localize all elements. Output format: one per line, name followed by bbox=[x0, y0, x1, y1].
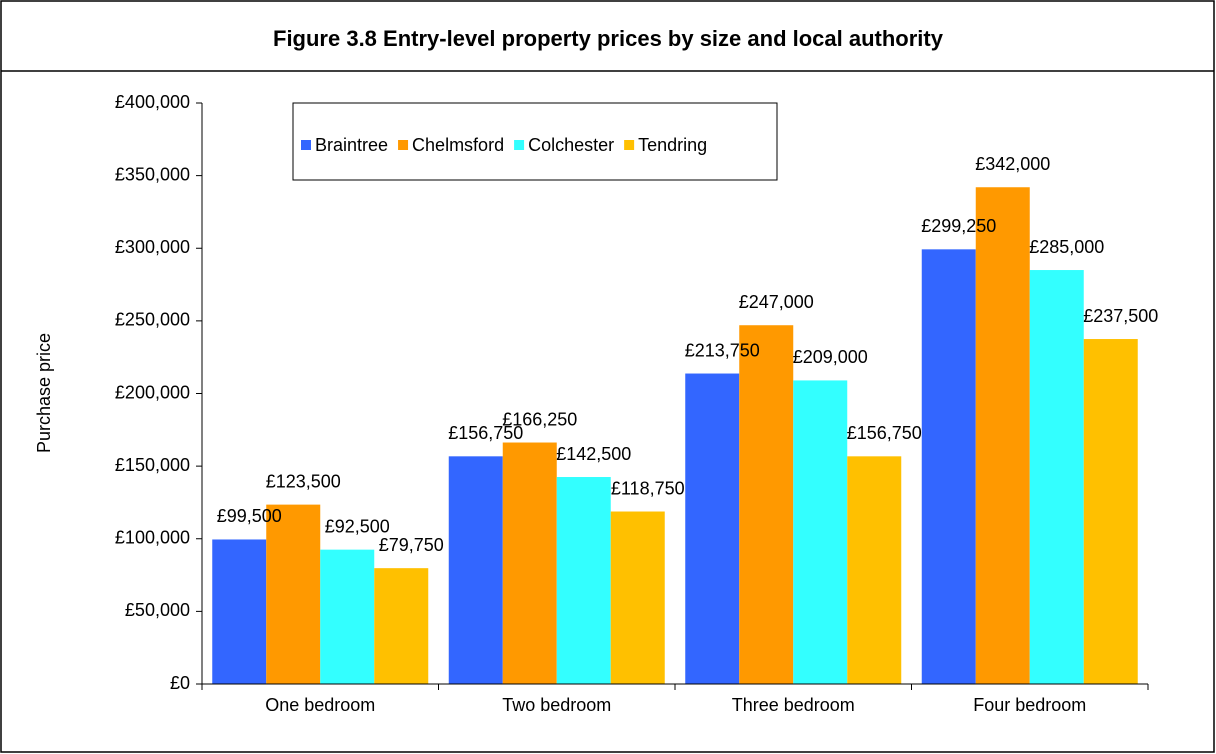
data-label: £166,250 bbox=[502, 409, 577, 429]
bar bbox=[266, 504, 321, 684]
data-label: £118,750 bbox=[611, 478, 685, 498]
y-tick-label: £50,000 bbox=[125, 600, 190, 620]
y-tick-label: £150,000 bbox=[115, 455, 190, 475]
data-label: £209,000 bbox=[793, 347, 868, 367]
x-tick-label: Two bedroom bbox=[502, 695, 611, 715]
x-tick-label: One bedroom bbox=[265, 695, 375, 715]
legend-label: Chelmsford bbox=[412, 135, 504, 155]
legend-swatch bbox=[514, 140, 525, 150]
data-label: £247,000 bbox=[739, 292, 814, 312]
y-tick-label: £400,000 bbox=[115, 92, 190, 112]
bar bbox=[448, 456, 503, 684]
legend-box bbox=[292, 102, 778, 181]
bar bbox=[502, 442, 557, 684]
legend-swatch bbox=[624, 140, 635, 150]
data-label: £156,750 bbox=[448, 423, 523, 443]
data-label: £237,500 bbox=[1083, 306, 1158, 326]
legend-label: Braintree bbox=[315, 135, 388, 155]
bar bbox=[685, 373, 740, 684]
bar bbox=[975, 187, 1030, 684]
y-tick-label: £100,000 bbox=[115, 528, 190, 548]
x-tick-label: Four bedroom bbox=[973, 695, 1086, 715]
data-label: £285,000 bbox=[1029, 237, 1104, 257]
legend-label: Tendring bbox=[638, 135, 707, 155]
bar bbox=[610, 511, 665, 684]
data-label: £92,500 bbox=[325, 516, 390, 536]
chart-title: Figure 3.8 Entry-level property prices b… bbox=[273, 26, 944, 51]
y-axis-label: Purchase price bbox=[34, 333, 54, 453]
bar bbox=[739, 325, 794, 684]
legend-swatch bbox=[301, 140, 311, 150]
data-label: £213,750 bbox=[685, 340, 760, 360]
x-tick-label: Three bedroom bbox=[732, 695, 855, 715]
y-tick-label: £350,000 bbox=[115, 164, 190, 184]
bar bbox=[212, 539, 267, 684]
data-label: £342,000 bbox=[975, 154, 1050, 174]
bar bbox=[374, 568, 429, 684]
bar bbox=[556, 477, 611, 684]
data-label: £99,500 bbox=[217, 506, 282, 526]
bar bbox=[921, 249, 976, 685]
data-label: £142,500 bbox=[556, 444, 631, 464]
data-label: £123,500 bbox=[266, 471, 341, 491]
bar bbox=[793, 380, 848, 684]
data-label: £156,750 bbox=[847, 423, 922, 443]
y-tick-label: £0 bbox=[170, 673, 190, 693]
y-tick-label: £200,000 bbox=[115, 382, 190, 402]
legend-swatch bbox=[398, 140, 409, 150]
bar bbox=[1083, 339, 1138, 684]
bar bbox=[847, 456, 902, 684]
y-tick-label: £250,000 bbox=[115, 310, 190, 330]
bar bbox=[1029, 270, 1084, 684]
legend-label: Colchester bbox=[528, 135, 614, 155]
data-label: £79,750 bbox=[379, 535, 444, 555]
y-tick-label: £300,000 bbox=[115, 237, 190, 257]
data-label: £299,250 bbox=[921, 216, 996, 236]
bar bbox=[320, 549, 375, 684]
